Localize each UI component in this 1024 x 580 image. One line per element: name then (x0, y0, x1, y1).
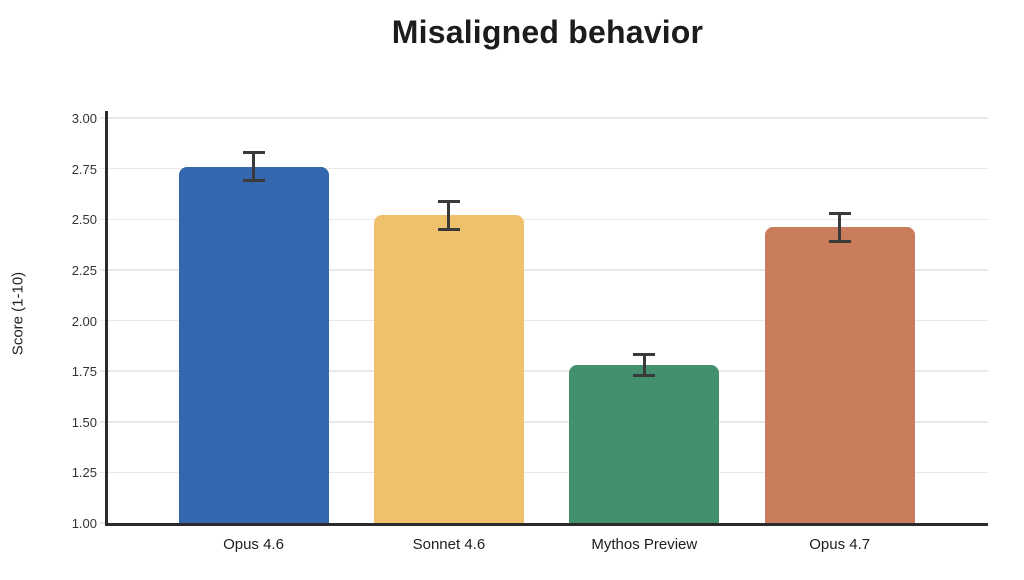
error-bar-stem (642, 354, 646, 376)
bar-opus-4-6 (178, 166, 329, 523)
y-tick-label: 2.75 (71, 161, 97, 177)
y-tick-mark (100, 522, 105, 524)
x-tick-label-opus-4-6: Opus 4.6 (223, 536, 284, 553)
y-tick-mark (100, 421, 105, 423)
gridline (107, 218, 988, 220)
y-tick-mark (100, 167, 105, 170)
y-tick-label: 3.00 (71, 111, 97, 126)
x-tick-label-sonnet-4-6: Sonnet 4.6 (412, 536, 486, 553)
gridline (107, 167, 988, 170)
y-tick-label: 2.25 (71, 262, 97, 278)
y-tick-label: 1.25 (71, 465, 97, 481)
bar-opus-4-7 (764, 227, 915, 523)
gridline (107, 319, 988, 322)
x-tick-label-opus-4-7: Opus 4.7 (809, 536, 871, 553)
y-tick-mark (100, 117, 105, 119)
y-tick-mark (100, 319, 105, 322)
gridline (107, 421, 988, 423)
y-tick-label: 1.00 (71, 516, 97, 531)
error-bar-cap-top (828, 211, 851, 215)
y-tick-label: 1.75 (71, 364, 97, 380)
y-tick-label: 2.00 (71, 313, 97, 329)
gridline (107, 117, 988, 119)
y-tick-mark (100, 370, 105, 372)
y-axis-line (105, 111, 108, 525)
x-tick-label-mythos-preview: Mythos Preview (591, 536, 698, 553)
gridline (107, 370, 988, 372)
error-bar-cap-top (633, 353, 656, 357)
error-bar-cap-bottom (242, 179, 265, 183)
y-tick-mark (100, 218, 105, 220)
error-bar-stem (252, 152, 255, 181)
chart-title: Misaligned behavior (391, 14, 704, 50)
gridline (107, 471, 988, 474)
error-bar-cap-bottom (633, 373, 656, 377)
error-bar-stem (838, 213, 842, 242)
error-bar-cap-bottom (828, 240, 851, 244)
error-bar-stem (447, 201, 451, 230)
x-axis-line (105, 523, 988, 526)
bar-mythos-preview (569, 365, 720, 523)
y-tick-label: 2.50 (71, 212, 97, 228)
error-bar-cap-top (242, 150, 265, 154)
error-bar-cap-bottom (437, 227, 460, 231)
y-tick-label: 1.50 (71, 414, 97, 430)
bar-sonnet-4-6 (373, 215, 524, 523)
gridline (107, 269, 988, 271)
y-tick-mark (100, 471, 105, 474)
y-tick-mark (100, 269, 105, 271)
error-bar-cap-top (437, 199, 460, 203)
